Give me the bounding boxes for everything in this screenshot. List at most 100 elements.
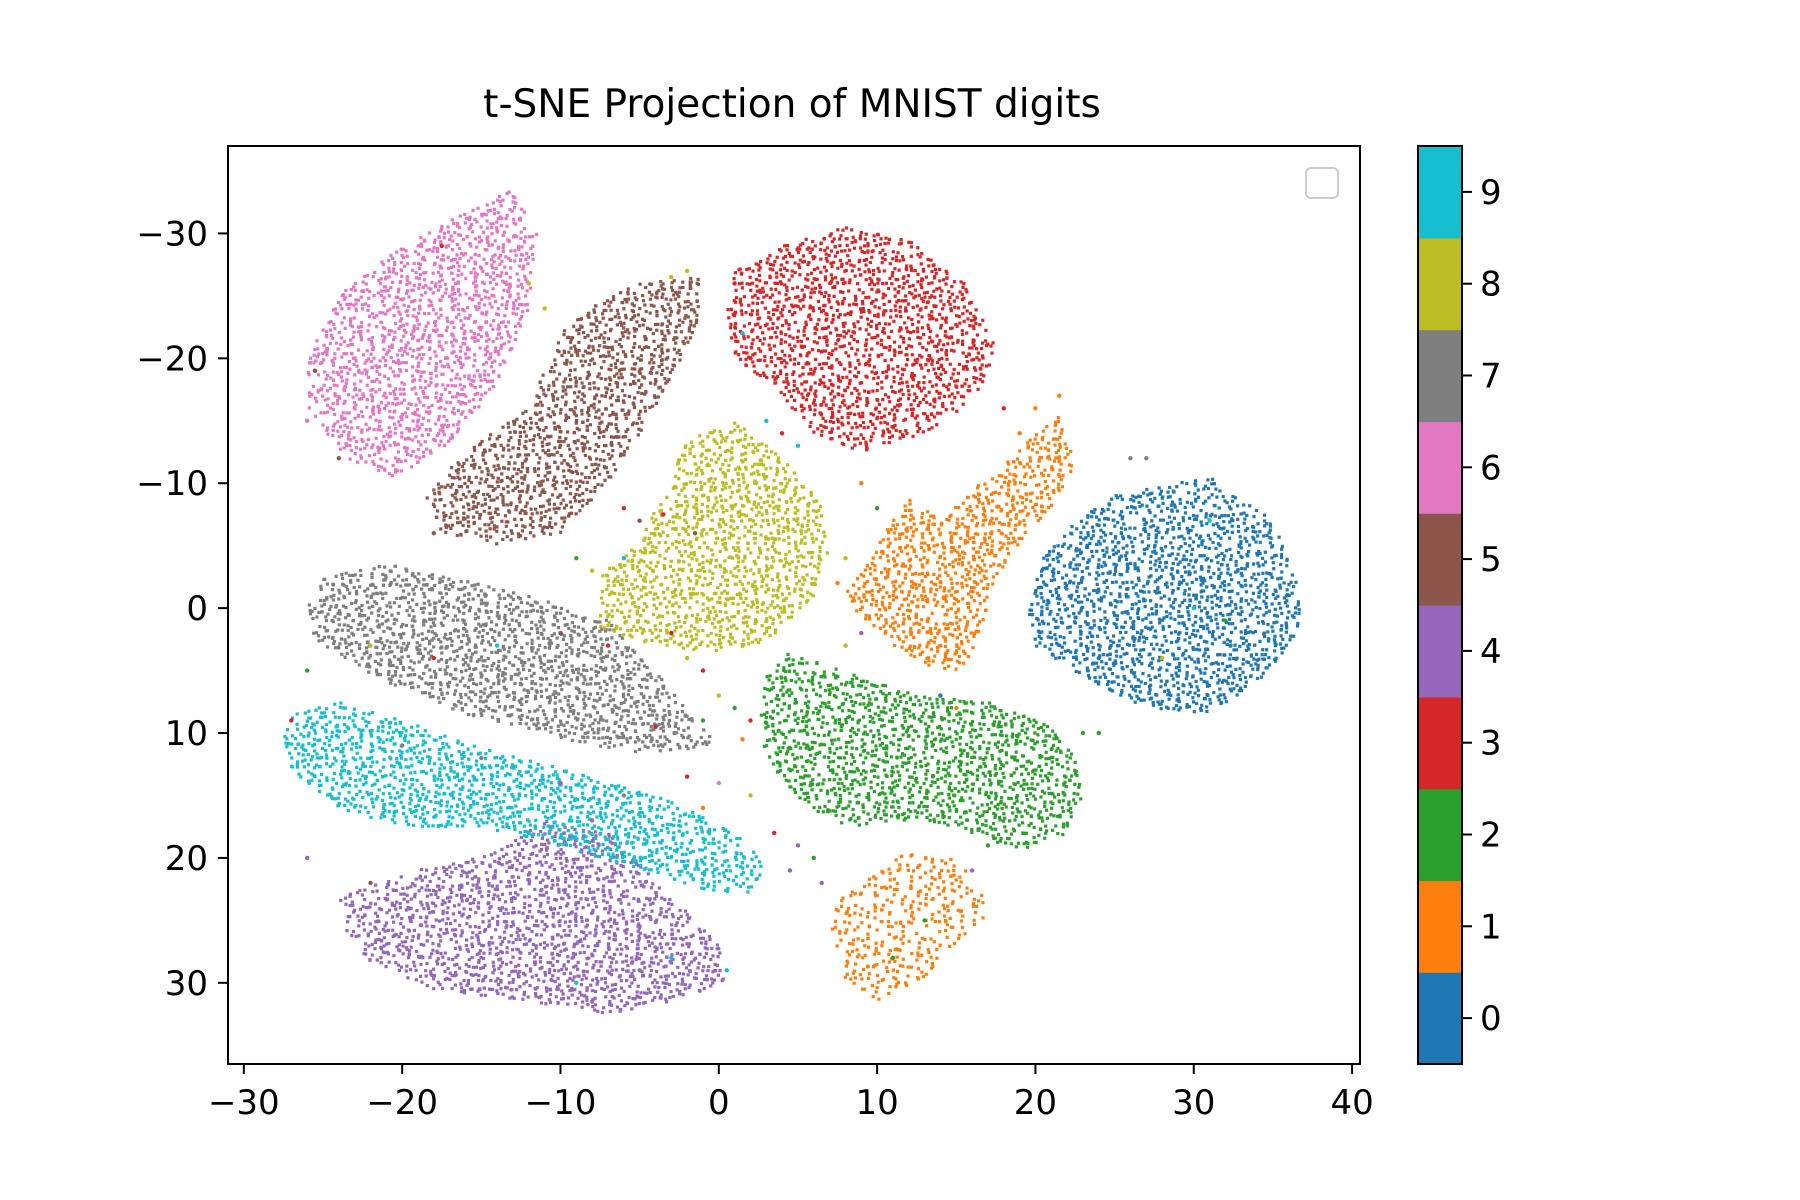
point	[793, 697, 797, 702]
point	[792, 370, 796, 374]
point	[975, 735, 979, 739]
point	[889, 528, 893, 532]
point	[1143, 529, 1148, 534]
point	[853, 386, 857, 391]
point	[1085, 543, 1089, 547]
point	[921, 598, 925, 602]
point	[980, 569, 984, 573]
point	[860, 745, 864, 749]
point	[971, 711, 975, 715]
point	[867, 390, 871, 394]
point	[981, 771, 985, 775]
point	[977, 899, 981, 903]
point	[979, 727, 983, 731]
point	[886, 571, 890, 576]
point	[1120, 689, 1124, 693]
point	[906, 868, 910, 872]
point	[946, 904, 950, 908]
point	[978, 747, 982, 751]
point	[766, 687, 770, 692]
point	[871, 740, 875, 744]
point	[768, 296, 772, 300]
point	[838, 345, 842, 349]
point	[818, 805, 822, 809]
point	[846, 412, 850, 416]
point	[1051, 755, 1055, 759]
point	[967, 570, 971, 574]
point	[1257, 550, 1261, 554]
point	[1036, 727, 1041, 731]
point	[769, 360, 773, 364]
point	[755, 284, 759, 288]
point	[1023, 809, 1027, 813]
point	[776, 304, 780, 308]
point	[1142, 547, 1146, 552]
point	[792, 383, 796, 387]
point	[1167, 697, 1171, 701]
point	[1013, 782, 1017, 786]
point	[847, 740, 851, 745]
point	[972, 922, 977, 927]
point	[1040, 612, 1044, 616]
point	[1199, 583, 1203, 587]
point	[1227, 589, 1231, 594]
point	[1172, 516, 1176, 520]
point	[1040, 596, 1044, 600]
point	[908, 518, 912, 522]
point	[822, 304, 826, 308]
point	[955, 636, 959, 640]
point	[933, 626, 937, 630]
point	[1237, 689, 1241, 693]
point	[1263, 524, 1267, 528]
point	[988, 522, 992, 526]
point	[842, 324, 846, 329]
point	[1074, 655, 1078, 659]
point	[1066, 748, 1070, 752]
point	[780, 314, 784, 318]
point	[1119, 554, 1123, 558]
point	[1229, 507, 1233, 511]
point	[892, 733, 896, 738]
point	[982, 782, 986, 786]
point	[1139, 648, 1143, 652]
point	[929, 631, 933, 636]
point	[1137, 599, 1141, 603]
point	[997, 782, 1001, 786]
point	[1203, 697, 1207, 701]
point	[933, 877, 937, 881]
point	[771, 762, 776, 766]
point	[866, 425, 870, 429]
point	[1245, 564, 1249, 568]
point	[824, 689, 828, 693]
point	[847, 281, 851, 285]
point	[907, 760, 911, 764]
point	[1087, 592, 1091, 596]
point	[1154, 591, 1159, 595]
point	[832, 751, 837, 755]
point	[1230, 524, 1234, 528]
point	[1246, 625, 1250, 629]
point	[964, 578, 968, 582]
point	[1246, 554, 1250, 558]
point	[906, 863, 910, 867]
point	[957, 789, 961, 793]
point	[909, 632, 913, 637]
point	[857, 815, 861, 820]
point	[852, 246, 857, 250]
point	[779, 357, 783, 361]
point	[929, 869, 933, 873]
point	[857, 412, 861, 416]
point	[893, 643, 897, 648]
point	[785, 399, 789, 403]
point	[1035, 594, 1039, 598]
point	[965, 508, 969, 512]
point	[977, 571, 981, 575]
point	[978, 545, 982, 549]
point	[810, 726, 814, 730]
point	[932, 582, 936, 586]
point	[1174, 704, 1178, 708]
point	[796, 295, 800, 299]
point	[1132, 663, 1136, 667]
point	[798, 273, 802, 277]
point	[1150, 519, 1154, 523]
